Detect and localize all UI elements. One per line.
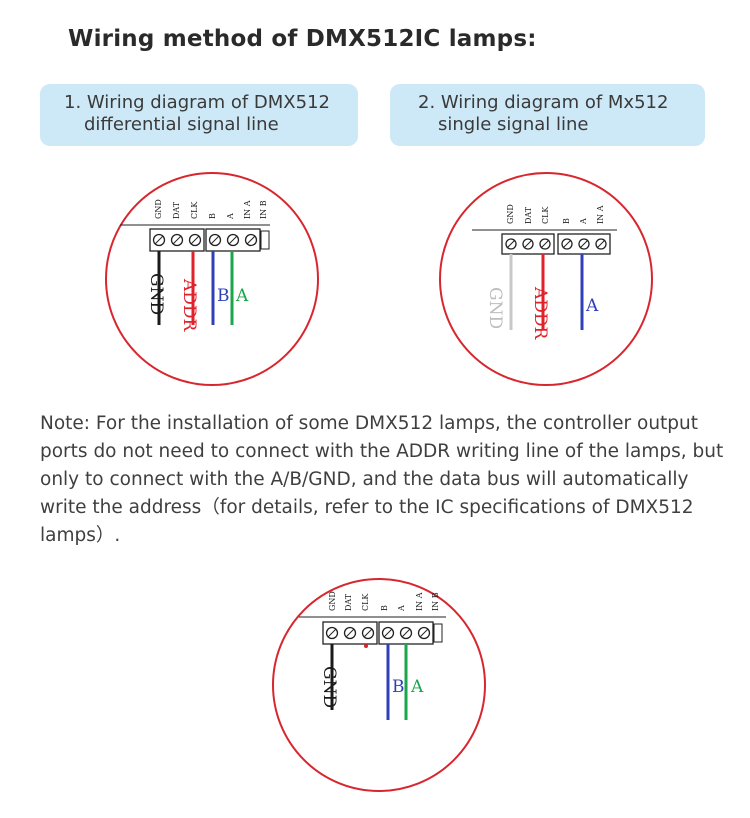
diagram1-terminal-label-dat: DAT xyxy=(172,201,181,219)
diagram3-circle xyxy=(272,578,486,792)
diagram3-terminal-label-gnd: GND xyxy=(328,591,337,611)
diagram2-terminal-label-clk: CLK xyxy=(541,206,550,224)
diagram3-wire-label-gnd: GND xyxy=(319,666,339,708)
diagram2-circle xyxy=(439,172,653,386)
diagram1-wiring: GND DAT CLK B A IN A IN B GND ADDR B A xyxy=(105,172,319,386)
diagram2-terminal-block-left xyxy=(501,233,555,255)
diagram2-wiring: GND DAT CLK B A IN A GND ADDR A xyxy=(439,172,653,386)
diagram1-terminal-label-in-b: IN B xyxy=(259,200,268,219)
note-line3: only to connect with the A/B/GND, and th… xyxy=(40,469,689,490)
diagram1-terminal-label-b: B xyxy=(208,213,217,219)
diagram1-caption-line1: 1. Wiring diagram of DMX512 xyxy=(64,92,330,113)
diagram1-terminal-label-a: A xyxy=(226,213,235,220)
diagram1-wire-label-b: B xyxy=(217,286,230,306)
diagram3-terminal-label-in-b: IN B xyxy=(431,592,440,611)
diagram2-wire-label-a: A xyxy=(585,296,599,316)
diagram3-terminal-label-b: B xyxy=(380,605,389,611)
diagram3-wire-label-b: B xyxy=(392,677,405,697)
diagram2-terminal-label-a: A xyxy=(579,218,588,225)
diagram2-caption: 2. Wiring diagram of Mx512 single signal… xyxy=(390,84,705,146)
note-line4: write the address（for details, refer to … xyxy=(40,497,694,518)
note-line2: ports do not need to connect with the AD… xyxy=(40,441,724,462)
diagram1-circle xyxy=(105,172,319,386)
diagram2-caption-line2: single signal line xyxy=(438,114,589,135)
diagram3-terminal-label-dat: DAT xyxy=(344,593,353,611)
diagram2-terminal-label-gnd: GND xyxy=(506,204,515,224)
diagram1-caption: 1. Wiring diagram of DMX512 differential… xyxy=(40,84,358,146)
diagram2-terminal-block-right xyxy=(557,233,611,255)
note-line1: Note: For the installation of some DMX51… xyxy=(40,413,699,434)
diagram1-terminal-label-in-a: IN A xyxy=(243,200,252,219)
diagram2-terminal-label-in-a: IN A xyxy=(596,205,605,224)
diagram1-wire-label-gnd: GND xyxy=(146,273,166,315)
diagram2-wire-label-addr: ADDR xyxy=(530,286,550,341)
diagram3-addr-dot xyxy=(364,644,368,648)
diagram1-terminal-block-right xyxy=(205,228,270,252)
diagram1-terminal-block-left xyxy=(149,228,205,252)
diagram2-caption-line1: 2. Wiring diagram of Mx512 xyxy=(418,92,669,113)
diagram1-wire-label-addr: ADDR xyxy=(179,278,199,333)
note-line5: lamps）. xyxy=(40,525,121,546)
diagram3-terminal-block-right xyxy=(378,621,443,645)
diagram3-wire-label-a: A xyxy=(410,677,424,697)
diagram3-terminal-block-left xyxy=(322,621,378,645)
diagram1-terminal-label-gnd: GND xyxy=(154,199,163,219)
diagram2-terminal-label-b: B xyxy=(562,218,571,224)
diagram2-terminal-label-dat: DAT xyxy=(524,206,533,224)
diagram3-terminal-label-in-a: IN A xyxy=(415,592,424,611)
diagram3-terminal-label-clk: CLK xyxy=(361,593,370,611)
diagram1-wire-label-a: A xyxy=(235,286,249,306)
note-paragraph: Note: For the installation of some DMX51… xyxy=(40,410,730,550)
diagram3-terminal-label-a: A xyxy=(397,605,406,612)
diagram2-wire-label-gnd: GND xyxy=(485,287,505,329)
diagram1-terminal-label-clk: CLK xyxy=(190,201,199,219)
diagram3-wiring: GND DAT CLK B A IN A IN B GND B A xyxy=(272,578,486,792)
page-title: Wiring method of DMX512IC lamps: xyxy=(68,26,537,52)
diagram1-caption-line2: differential signal line xyxy=(84,114,279,135)
